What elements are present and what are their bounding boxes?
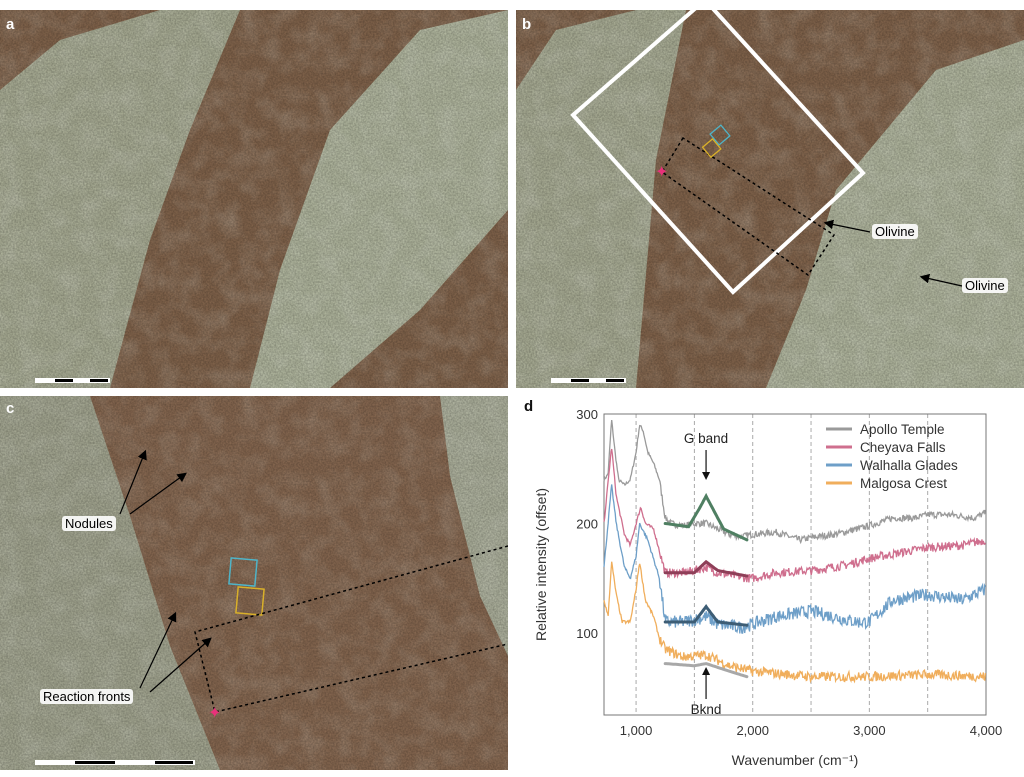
rock-photo-c: ✦	[0, 396, 508, 770]
square-yellow	[235, 586, 265, 616]
square-cyan	[228, 557, 258, 587]
dashed-scan-region	[194, 545, 508, 713]
x-tick-label: 4,000	[970, 723, 1003, 738]
panel-label-c: c	[6, 400, 15, 417]
star-icon: ✦	[208, 703, 221, 722]
arrowhead	[702, 472, 711, 480]
spectrum-line	[603, 448, 986, 583]
fit-line	[663, 559, 749, 578]
panel-a-image: a	[0, 10, 508, 388]
legend-label: Apollo Temple	[860, 422, 945, 437]
legend-label: Malgosa Crest	[860, 476, 947, 491]
x-tick-label: 3,000	[853, 723, 886, 738]
panel-b-image: ✦ b Olivine Olivine	[516, 10, 1024, 388]
arrowhead	[702, 667, 711, 675]
legend-label: Cheyava Falls	[860, 440, 946, 455]
y-tick-label: 300	[576, 407, 598, 422]
panel-label-b: b	[522, 16, 532, 33]
legend-label: Walhalla Glades	[860, 458, 958, 473]
fit-line	[663, 492, 749, 542]
annotation-bknd: Bknd	[691, 702, 722, 717]
square-cyan	[709, 124, 731, 146]
x-tick-label: 1,000	[620, 723, 653, 738]
annotation-olivine-1: Olivine	[872, 224, 918, 239]
y-axis-label: Relative intensity (offset)	[533, 488, 549, 641]
x-tick-label: 2,000	[736, 723, 769, 738]
fit-line	[663, 662, 749, 679]
area-of-interest-box	[570, 10, 866, 295]
spectrum-line	[603, 484, 986, 634]
annotation-nodules: Nodules	[62, 516, 116, 531]
panel-label-a: a	[6, 16, 15, 33]
x-axis-label: Wavenumber (cm⁻¹)	[732, 752, 859, 768]
y-tick-label: 100	[576, 626, 598, 641]
square-yellow	[701, 137, 722, 159]
raman-spectra-chart: 1,000 2,000 3,000 4,000 100 200 300 Wavenumber …	[533, 407, 1003, 768]
rock-photo-a	[0, 10, 508, 388]
annotation-olivine-2: Olivine	[962, 278, 1008, 293]
rock-photo-b: ✦	[516, 10, 1024, 388]
panel-c-image: ✦ c Nodules Reaction fronts	[0, 396, 508, 770]
spectrum-line	[603, 420, 987, 545]
y-tick-label: 200	[576, 516, 598, 531]
fit-line	[663, 604, 749, 627]
star-icon: ✦	[655, 162, 668, 181]
annotation-g-band: G band	[684, 431, 728, 446]
spectrum-line	[603, 561, 987, 684]
dashed-scan-region	[660, 136, 836, 277]
annotation-reaction-fronts: Reaction fronts	[40, 689, 134, 704]
panel-label-d: d	[524, 398, 534, 415]
